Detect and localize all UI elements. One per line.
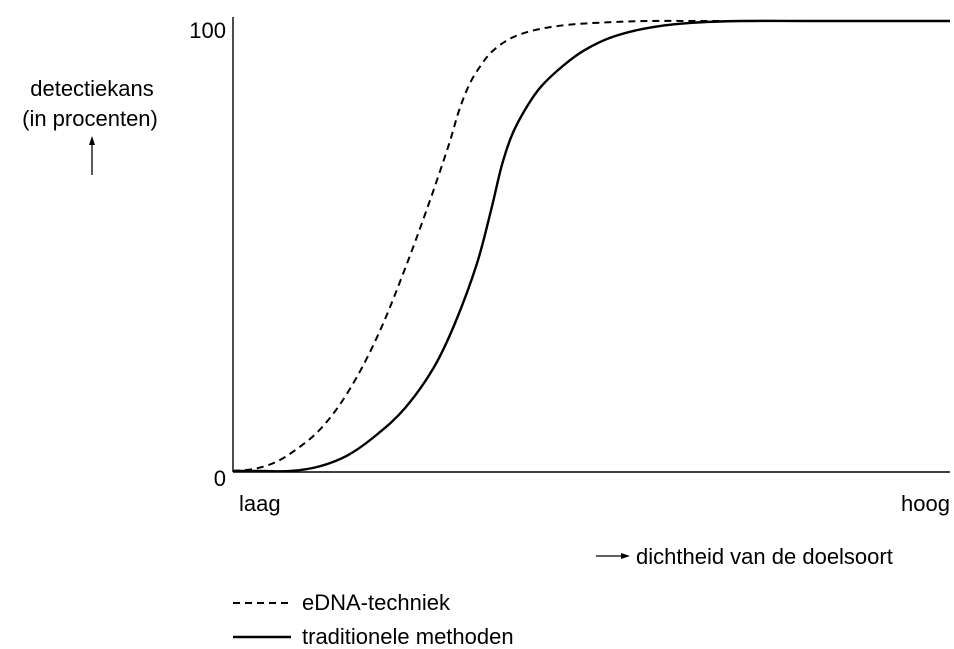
y-tick-label-min: 0 — [214, 466, 226, 491]
series-line-edna — [232, 19, 950, 472]
legend-label-edna: eDNA-techniek — [302, 590, 451, 615]
series-line-traditional — [233, 19, 950, 473]
y-axis-label-line-2: (in procenten) — [22, 106, 158, 131]
y-tick-label-max: 100 — [189, 18, 226, 43]
x-axis-label: dichtheid van de doelsoort — [636, 544, 893, 569]
legend-label-traditional: traditionele methoden — [302, 624, 514, 649]
x-axis-arrow-icon — [596, 553, 630, 559]
series-layer — [232, 19, 950, 473]
legend: eDNA-techniek traditionele methoden — [233, 590, 514, 649]
y-axis-arrow-icon — [89, 136, 95, 175]
x-tick-label-max: hoog — [901, 491, 950, 516]
y-axis-label-line-1: detectiekans — [30, 76, 154, 101]
x-tick-label-min: laag — [239, 491, 281, 516]
